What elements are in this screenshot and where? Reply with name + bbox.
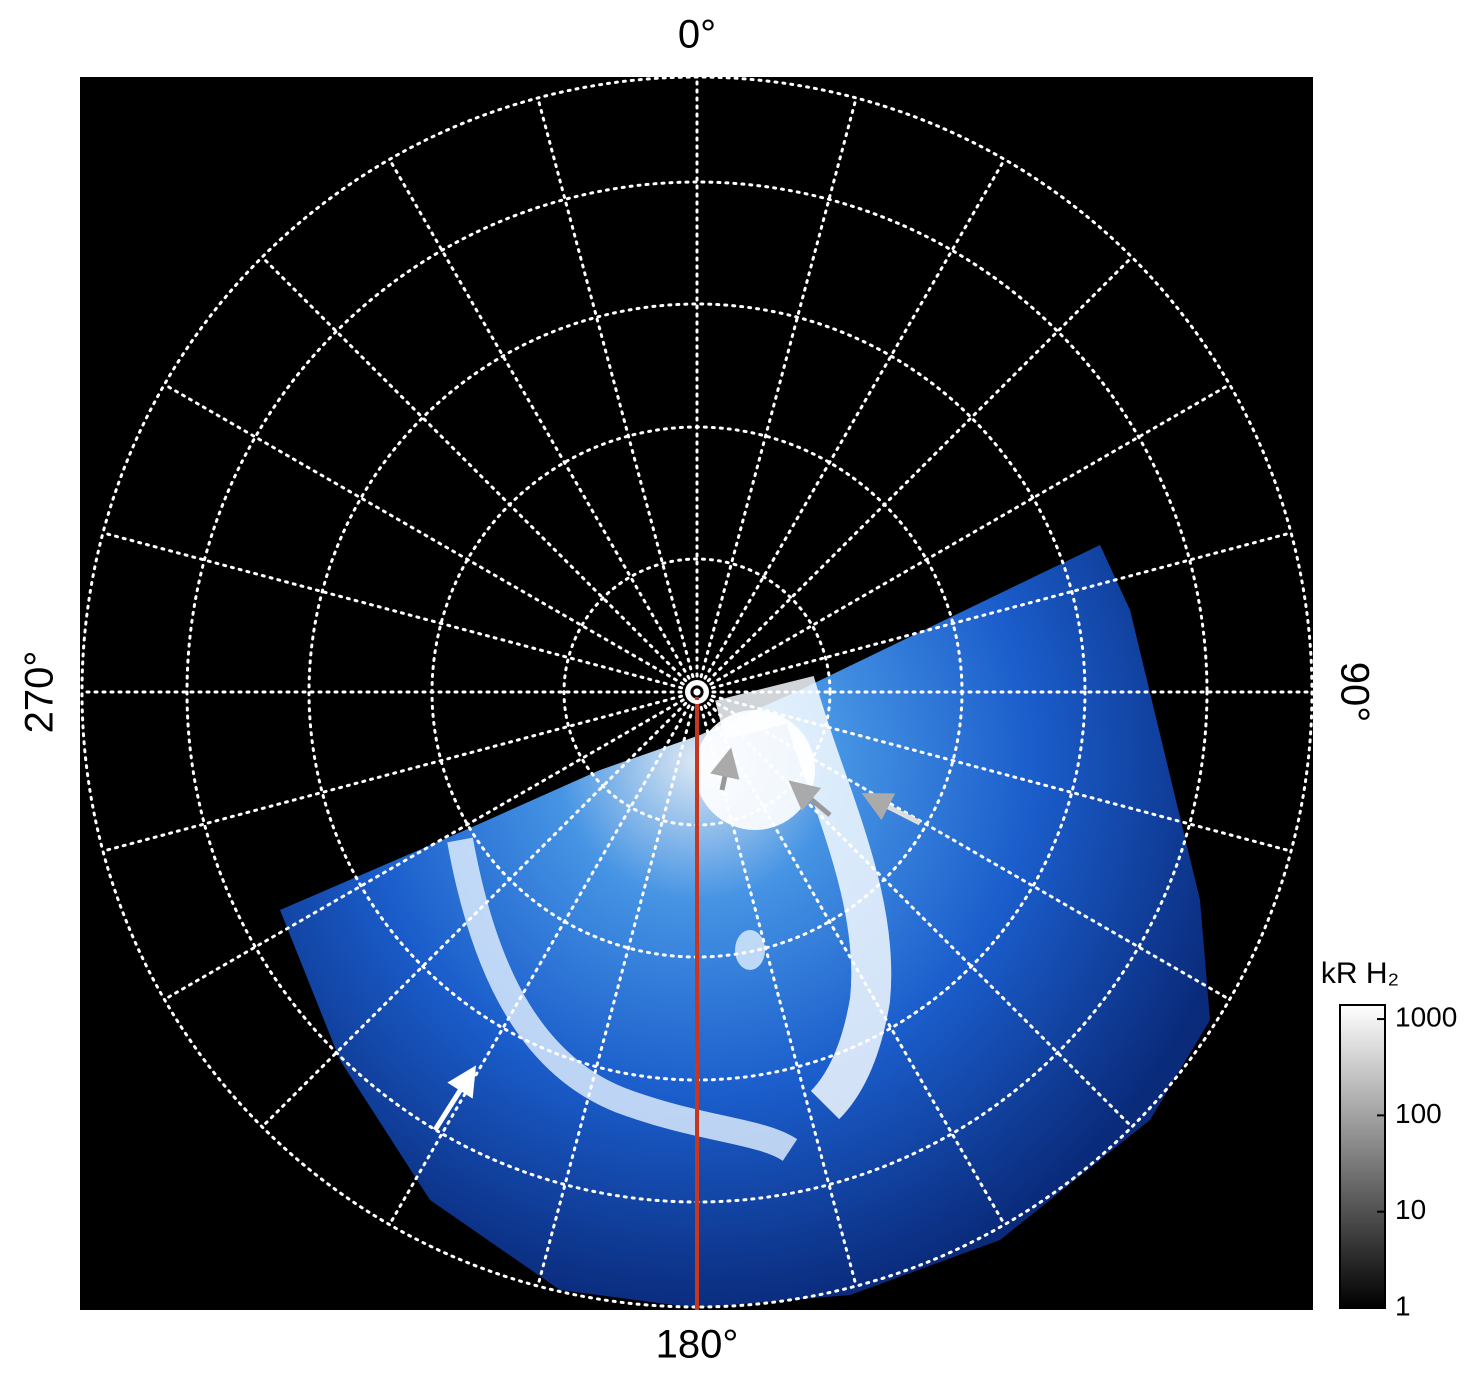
angle-label: 180° bbox=[656, 1323, 739, 1367]
arrow bbox=[432, 1065, 477, 1132]
longitude-line bbox=[695, 531, 1293, 694]
colorbar-tick-label: 10 bbox=[1395, 1194, 1426, 1225]
longitude-line bbox=[695, 255, 1134, 694]
longitude-line bbox=[695, 383, 1232, 694]
longitude-line bbox=[388, 690, 699, 1227]
longitude-line bbox=[695, 690, 1232, 1001]
longitude-line bbox=[162, 383, 699, 694]
longitude-line bbox=[695, 690, 1293, 853]
pole-marker bbox=[685, 680, 709, 704]
angle-label: 0° bbox=[678, 13, 716, 57]
arrow bbox=[861, 793, 922, 826]
angle-label: 90° bbox=[1332, 662, 1376, 723]
longitude-line bbox=[101, 690, 699, 853]
arrow bbox=[788, 780, 832, 817]
longitude-line bbox=[101, 531, 699, 694]
longitude-line bbox=[260, 690, 699, 1129]
longitude-line bbox=[162, 690, 699, 1001]
longitude-line bbox=[695, 690, 1134, 1129]
longitude-line bbox=[695, 96, 858, 694]
longitude-line bbox=[695, 690, 858, 1288]
longitude-line bbox=[695, 157, 1006, 694]
colorbar-tick-label: 1000 bbox=[1395, 1001, 1457, 1032]
colorbar bbox=[1339, 1004, 1386, 1309]
longitude-line bbox=[536, 96, 699, 694]
colorbar-tick-label: 1 bbox=[1395, 1290, 1411, 1321]
longitude-line bbox=[536, 690, 699, 1288]
colorbar-label: kR H₂ bbox=[1321, 957, 1399, 990]
longitude-line bbox=[695, 690, 1006, 1227]
colorbar-tick-label: 100 bbox=[1395, 1098, 1442, 1129]
longitude-line bbox=[388, 157, 699, 694]
arrow bbox=[710, 747, 740, 791]
angle-label: 270° bbox=[18, 651, 62, 734]
latitude-circle bbox=[80, 77, 1313, 1309]
longitude-line bbox=[260, 255, 699, 694]
